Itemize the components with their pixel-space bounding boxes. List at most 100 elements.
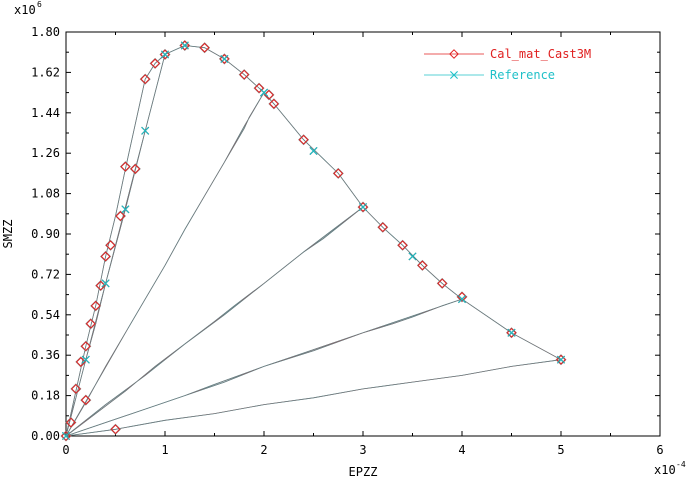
y-tick-label: 0.54 [31,308,60,322]
reference-marker [309,146,318,155]
y-tick-label: 0.90 [31,227,60,241]
reference-marker [121,205,130,214]
reference-marker [81,355,90,364]
reference-marker [101,279,110,288]
x-tick-label: 2 [260,443,267,457]
loading-path-reference [65,206,364,437]
reference-marker [161,50,169,59]
x-marker-stroke [81,355,90,364]
calculated-marker [179,40,190,51]
reference-marker [458,295,466,304]
reference-marker [220,54,229,63]
calculated-marker [80,341,91,352]
x-marker-stroke [121,205,130,214]
calculated-marker [358,202,368,212]
calculated-marker [397,240,408,251]
y-multiplier-exponent: 6 [37,0,42,9]
x-marker-stroke [309,146,318,155]
x-marker-stroke [141,126,150,135]
loading-path-calculated [65,54,166,437]
x-marker-stroke [180,41,189,50]
y-tick-label: 1.26 [31,146,60,160]
x-marker-stroke [450,71,458,79]
x-marker-stroke [101,279,110,288]
reference-marker [180,41,189,50]
calculated-marker [105,240,116,251]
loading-path-reference [65,359,562,437]
x-marker-stroke [458,295,466,304]
calculated-marker [437,278,448,289]
x-marker-stroke [220,54,229,63]
calculated-marker [66,417,76,428]
x-axis-label: EPZZ [349,465,378,478]
calculated-marker [80,395,91,405]
y-tick-label: 0.36 [31,348,60,362]
loading-path-calculated [164,45,562,360]
y-tick-label: 0.72 [31,267,60,281]
x-tick-label: 5 [557,443,564,457]
loading-path-calculated [65,206,364,437]
x-tick-label: 4 [458,443,465,457]
y-multiplier-label: x10 [14,3,36,17]
x-tick-label: 6 [656,443,663,457]
calculated-marker [199,42,210,53]
calculated-marker [90,300,101,311]
reference-marker [141,126,150,135]
loading-path-reference [164,45,562,361]
y-tick-label: 0.18 [31,389,60,403]
x-multiplier-exponent: -4 [676,460,686,469]
legend-label-reference: Reference [490,68,555,82]
legend-label-calculated: Cal_mat_Cast3M [490,47,591,61]
calculated-marker [150,58,161,69]
y-tick-label: 1.44 [31,106,60,120]
calculated-marker [457,291,467,302]
calculated-marker [298,134,309,145]
calculated-marker [254,83,264,94]
y-tick-label: 1.80 [31,25,60,39]
calculated-marker [268,98,279,109]
reference-marker [62,432,70,440]
loading-path-reference [65,92,265,437]
y-axis-label: SMZZ [1,220,15,249]
calculated-marker [130,164,141,174]
calculated-marker [70,383,81,394]
calculated-marker [160,49,170,60]
reference-marker [359,203,367,212]
y-tick-label: 1.08 [31,187,60,201]
calculated-marker [264,89,274,100]
loading-path-calculated [65,92,265,437]
loading-path-calculated [65,298,463,437]
calculated-marker [239,69,250,80]
calculated-marker [556,354,566,365]
calculated-marker [100,251,111,262]
calculated-marker [377,222,388,233]
loading-path-calculated [65,359,562,437]
x-marker-stroke [507,328,516,337]
calculated-marker [85,318,96,329]
reference-marker [557,355,565,364]
x-tick-label: 1 [161,443,168,457]
x-tick-label: 3 [359,443,366,457]
x-marker-stroke [260,88,268,97]
x-marker-stroke [408,252,417,261]
calculated-marker [140,74,151,85]
calculated-marker [333,168,344,179]
calculated-marker [115,211,126,221]
loading-path-reference [65,54,166,437]
x-marker-stroke [359,203,367,212]
x-marker-stroke [62,432,70,440]
y-tick-label: 1.62 [31,65,60,79]
y-tick-label: 0.00 [31,429,60,443]
calculated-marker [95,280,106,291]
x-marker-stroke [161,50,169,59]
calculated-marker [61,431,71,441]
calculated-marker [219,54,230,64]
loading-path-calculated [65,54,166,437]
reference-marker [260,88,268,97]
reference-marker [507,328,516,337]
x-tick-label: 0 [62,443,69,457]
calculated-marker [417,260,428,271]
legend-marker-calculated [449,49,459,59]
reference-marker [408,252,417,261]
